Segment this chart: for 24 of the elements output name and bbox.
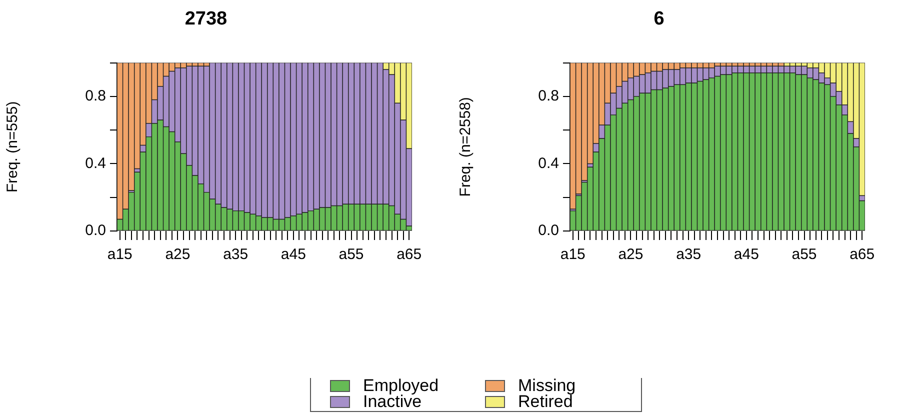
x-tick-label: a25 — [165, 246, 190, 264]
x-tick-label: a55 — [338, 246, 364, 264]
chart-title: 2738 — [184, 8, 228, 30]
y-tick-label: 0.8 — [85, 88, 106, 105]
x-tick-label: a35 — [223, 246, 248, 264]
y-axis-title: Freq. (n=2558) — [457, 97, 474, 197]
legend-label: Missing — [518, 376, 576, 395]
x-tick-label: a15 — [560, 246, 586, 264]
x-tick-label: a65 — [850, 246, 875, 264]
x-tick-label: a55 — [792, 246, 817, 264]
y-axis-title: Freq. (n=555) — [4, 101, 22, 193]
y-tick-label: 0.4 — [538, 154, 559, 172]
chart-title: 6 — [654, 8, 664, 30]
y-tick-label: 0.0 — [85, 222, 106, 240]
x-tick-label: a25 — [618, 246, 644, 264]
x-tick-label: a65 — [396, 246, 422, 264]
x-tick-label: a15 — [107, 246, 132, 264]
y-tick-label: 0.0 — [538, 222, 559, 240]
x-tick-label: a45 — [734, 246, 759, 264]
y-tick-label: 0.4 — [85, 154, 106, 172]
legend-label: Employed — [363, 376, 439, 395]
y-tick-label: 0.8 — [538, 88, 559, 105]
x-tick-label: a45 — [280, 246, 306, 264]
x-tick-label: a35 — [676, 246, 702, 264]
